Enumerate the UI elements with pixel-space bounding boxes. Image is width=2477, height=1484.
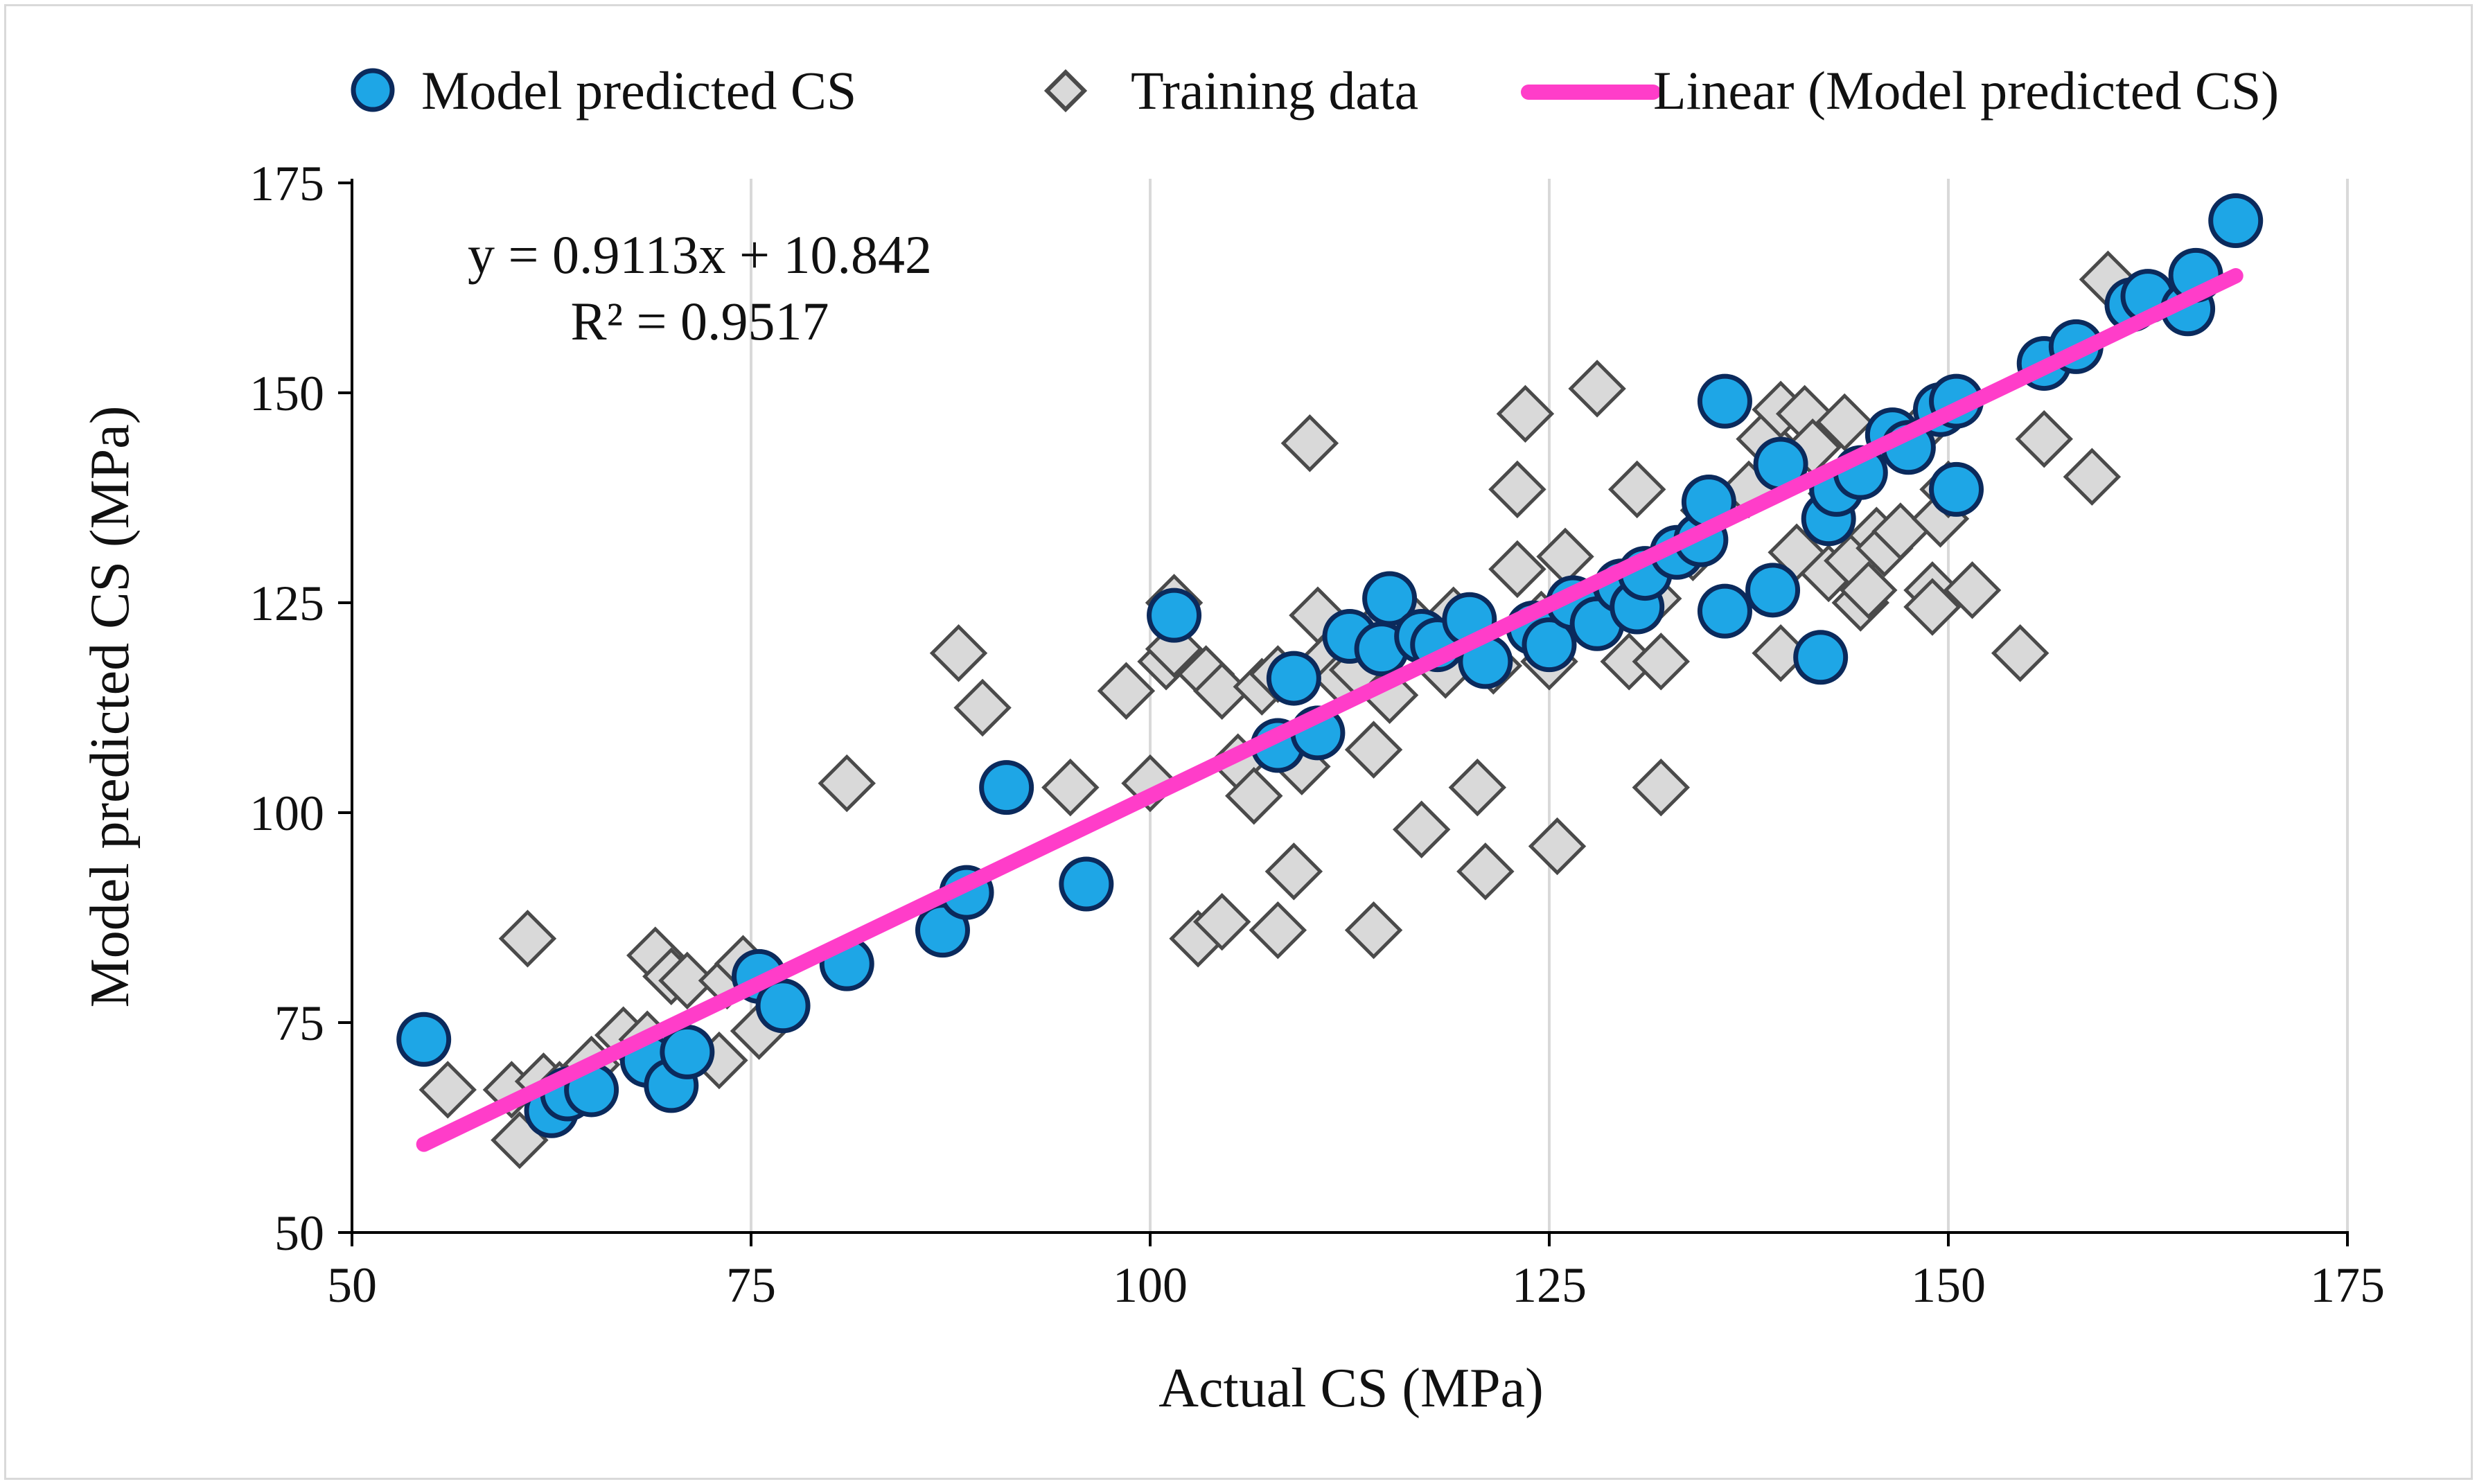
training-data-point xyxy=(1488,460,1546,519)
x-tick-label: 150 xyxy=(1911,1257,1986,1313)
training-data-point xyxy=(1752,624,1810,682)
training-data-point xyxy=(1344,721,1403,779)
training-data-point xyxy=(1392,800,1451,858)
training-data-point xyxy=(1496,385,1555,443)
x-tick-label: 100 xyxy=(1113,1257,1188,1313)
training-data-point xyxy=(1448,758,1507,817)
training-data-point xyxy=(1192,892,1251,951)
training-data-point xyxy=(1943,561,2002,619)
training-data-point xyxy=(1600,633,1658,691)
model-predicted-point xyxy=(1147,588,1202,643)
legend-marker-training-data xyxy=(1043,69,1088,113)
y-axis-title: Model predicted CS (MPa) xyxy=(80,406,141,1008)
model-predicted-point xyxy=(660,1024,715,1079)
training-data-point xyxy=(953,678,1012,737)
training-data-point xyxy=(1991,624,2050,682)
model-predicted-point xyxy=(1697,583,1752,639)
training-data-point xyxy=(1192,662,1251,720)
training-data-point xyxy=(1488,540,1546,599)
model-predicted-point xyxy=(755,978,811,1034)
model-predicted-point xyxy=(979,760,1034,815)
training-data-point xyxy=(2015,409,2073,468)
legend: Model predicted CS Training data Linear … xyxy=(351,60,2279,121)
training-data-point xyxy=(818,754,876,813)
trendline-r-squared: R² = 0.9517 xyxy=(571,291,829,351)
training-data-point xyxy=(418,1061,477,1119)
x-tick-label: 125 xyxy=(1512,1257,1587,1313)
y-tick-label: 150 xyxy=(249,366,324,421)
y-tick-label: 175 xyxy=(249,156,324,211)
training-data-point xyxy=(1225,767,1283,825)
training-data-point xyxy=(1097,662,1156,720)
model-predicted-point xyxy=(1793,630,1849,685)
model-predicted-point xyxy=(396,1012,452,1067)
training-data-point xyxy=(1456,842,1515,901)
legend-label-linear-trend: Linear (Model predicted CS) xyxy=(1653,60,2279,121)
x-tick-label: 50 xyxy=(327,1257,377,1313)
training-data-point xyxy=(1041,758,1100,817)
y-tick-label: 125 xyxy=(249,576,324,631)
y-tick-label: 50 xyxy=(274,1205,324,1261)
x-tick-label: 75 xyxy=(726,1257,776,1313)
training-data-point xyxy=(1632,758,1690,817)
training-data-point xyxy=(1903,578,1962,636)
axis-ticks: 50 75 100 125 150 175 50 75 100 125 150 175 xyxy=(249,156,2385,1313)
training-data-point xyxy=(2063,448,2122,506)
model-predicted-point xyxy=(1362,571,1418,626)
training-data-point xyxy=(1536,527,1594,586)
trendline xyxy=(416,268,2244,1152)
training-data-point xyxy=(658,951,716,1010)
model-predicted-point xyxy=(1522,617,1577,673)
model-predicted-point xyxy=(1745,563,1801,618)
training-data-point xyxy=(1249,901,1307,960)
training-data-point xyxy=(929,624,988,682)
axes xyxy=(351,179,2349,1234)
model-predicted-point xyxy=(1929,461,1984,517)
gridlines xyxy=(750,179,2349,1233)
model-predicted-point xyxy=(1059,856,1114,912)
y-tick-label: 75 xyxy=(274,996,324,1051)
legend-marker-model-predicted xyxy=(351,68,395,112)
training-data-point xyxy=(1608,460,1666,519)
training-data-point xyxy=(1528,817,1587,876)
x-axis-title: Actual CS (MPa) xyxy=(1158,1358,1544,1419)
training-data-point xyxy=(1840,561,1898,619)
training-data-point xyxy=(1280,414,1339,472)
legend-label-training-data: Training data xyxy=(1131,60,1418,121)
model-predicted-point xyxy=(1697,373,1752,429)
training-data-point xyxy=(1264,842,1323,901)
legend-label-model-predicted: Model predicted CS xyxy=(421,60,856,121)
model-predicted-point xyxy=(1266,651,1321,706)
model-predicted-point xyxy=(2208,193,2264,249)
training-data-point xyxy=(1632,633,1690,691)
training-data-point xyxy=(1815,393,1874,452)
training-data-point xyxy=(1344,901,1403,960)
training-data-point xyxy=(1568,360,1626,418)
training-data-point xyxy=(498,910,557,968)
y-tick-label: 100 xyxy=(249,786,324,841)
x-tick-label: 175 xyxy=(2310,1257,2385,1313)
trendline-equation: y = 0.9113x + 10.842 xyxy=(468,224,932,285)
